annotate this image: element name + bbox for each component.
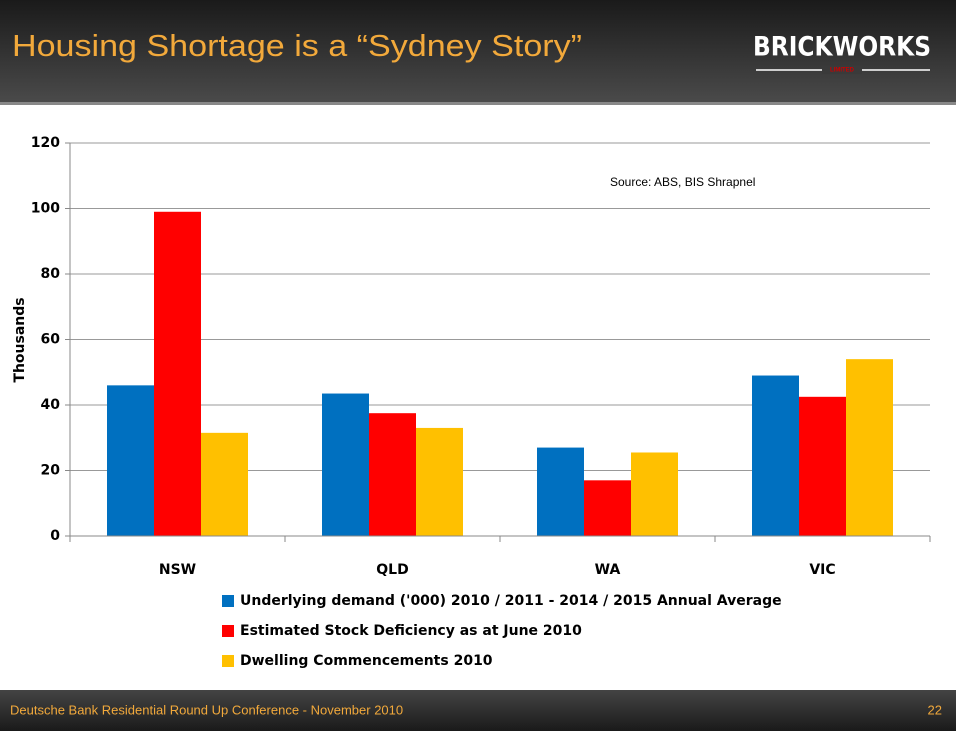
bar [107, 385, 154, 536]
legend-label: Underlying demand ('000) 2010 / 2011 - 2… [240, 593, 782, 609]
y-axis-label: Thousands [12, 297, 28, 382]
bar [752, 375, 799, 536]
header-bar [0, 0, 956, 102]
y-tick-label: 100 [31, 201, 60, 217]
bar [201, 432, 248, 536]
bar [631, 452, 678, 536]
y-tick-label: 120 [31, 135, 60, 151]
y-tick-label: 20 [41, 463, 61, 479]
logo-sub: LIMITED [830, 68, 855, 74]
bar [799, 396, 846, 536]
bar [584, 480, 631, 536]
footer-bar [0, 690, 956, 731]
legend-swatch [222, 595, 234, 607]
bar [322, 393, 369, 536]
legend-swatch [222, 655, 234, 667]
logo: BRICKWORKS [753, 32, 931, 63]
legend-swatch [222, 625, 234, 637]
x-tick-label: NSW [159, 562, 196, 578]
bar [846, 359, 893, 536]
page-number: 22 [928, 702, 942, 717]
x-tick-label: QLD [376, 562, 408, 578]
x-tick-label: WA [595, 562, 621, 578]
y-tick-label: 40 [41, 397, 61, 413]
bar [416, 427, 463, 536]
y-tick-label: 0 [50, 528, 60, 544]
slide-title: Housing Shortage is a “Sydney Story” [12, 28, 582, 63]
header-rule [0, 102, 956, 105]
footer-text: Deutsche Bank Residential Round Up Confe… [10, 702, 403, 717]
bar [369, 413, 416, 536]
legend-label: Dwelling Commencements 2010 [240, 653, 493, 669]
y-tick-label: 60 [41, 332, 61, 348]
bar [154, 211, 201, 536]
logo-sub-bg [822, 66, 862, 74]
y-tick-label: 80 [41, 266, 61, 282]
legend-label: Estimated Stock Deficiency as at June 20… [240, 623, 582, 639]
x-tick-label: VIC [809, 562, 835, 578]
annotation: Source: ABS, BIS Shrapnel [610, 175, 755, 189]
bar [537, 447, 584, 536]
